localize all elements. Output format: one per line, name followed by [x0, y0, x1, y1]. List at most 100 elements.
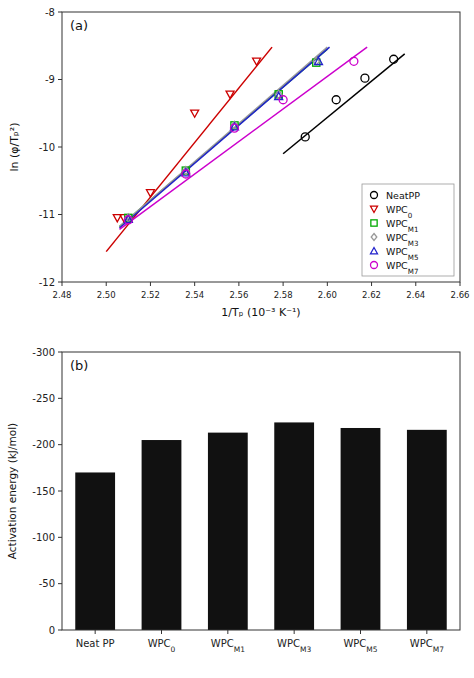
x-tick	[426, 630, 427, 634]
y-tick	[58, 444, 62, 445]
x-tick	[371, 282, 372, 286]
x-tick	[194, 282, 195, 286]
x-axis-label: 1/Tₚ (10⁻³ K⁻¹)	[221, 306, 300, 319]
x-tick-label: WPCM3	[277, 638, 311, 654]
y-tick	[58, 537, 62, 538]
data-point	[253, 58, 261, 65]
x-tick-label: WPCM5	[343, 638, 377, 654]
y-tick-label: -200	[32, 439, 55, 450]
y-tick	[58, 79, 62, 80]
x-tick-label: 2.62	[362, 290, 381, 300]
x-tick-label: WPCM1	[211, 638, 245, 654]
x-tick-label: WPC0	[148, 638, 176, 654]
plot-frame	[62, 352, 460, 630]
y-tick-label: -8	[45, 7, 55, 18]
x-tick-label: 2.48	[53, 290, 72, 300]
y-tick-label: -9	[45, 74, 55, 85]
x-tick	[95, 630, 96, 634]
bar	[274, 422, 314, 630]
data-point	[182, 170, 190, 178]
x-tick-label: 2.50	[97, 290, 116, 300]
x-tick	[161, 630, 162, 634]
x-tick	[150, 282, 151, 286]
data-point	[146, 190, 154, 197]
y-axis-label: Activation energy (kJ/mol)	[6, 423, 18, 559]
x-tick-label: Neat PP	[76, 638, 115, 649]
bar	[75, 472, 115, 630]
y-tick	[58, 583, 62, 584]
y-tick-label: -11	[39, 209, 55, 220]
data-point	[191, 110, 199, 117]
bar	[208, 433, 248, 630]
y-tick-label: -50	[39, 578, 55, 589]
y-tick-label: -100	[32, 532, 55, 543]
legend-label: NeatPP	[386, 190, 420, 201]
x-tick	[415, 282, 416, 286]
figure: 2.482.502.522.542.562.582.602.622.642.66…	[0, 0, 474, 678]
y-tick	[58, 282, 62, 283]
bar	[407, 430, 447, 630]
y-tick-label: -10	[39, 142, 55, 153]
legend-marker	[371, 206, 378, 212]
x-tick	[327, 282, 328, 286]
data-point	[279, 96, 287, 104]
x-tick	[62, 282, 63, 286]
legend-label: WPCM7	[386, 260, 418, 276]
y-tick	[58, 214, 62, 215]
legend: NeatPPWPC0WPCM1WPCM3WPCM5WPCM7	[362, 184, 454, 276]
fit-line	[119, 47, 327, 227]
legend-marker	[371, 234, 377, 241]
data-point	[230, 124, 238, 132]
x-tick-label: 2.52	[141, 290, 160, 300]
panel-title: (b)	[70, 358, 88, 373]
data-point	[350, 57, 358, 65]
x-tick-label: 2.60	[318, 290, 337, 300]
x-tick	[227, 630, 228, 634]
x-tick-label: 2.54	[185, 290, 204, 300]
panel-a: 2.482.502.522.542.562.582.602.622.642.66…	[8, 7, 469, 320]
x-tick	[238, 282, 239, 286]
legend-marker	[371, 192, 378, 199]
x-tick	[460, 282, 461, 286]
fit-line	[106, 47, 272, 252]
legend-box	[362, 184, 454, 276]
x-tick-label: 2.58	[274, 290, 293, 300]
data-point	[390, 55, 398, 63]
x-tick	[283, 282, 284, 286]
panel-b: Neat PP WPC0 WPCM1 WPCM3 WPCM5 WPCM7 -300 -250 -…	[6, 347, 460, 654]
fit-line	[119, 47, 367, 229]
data-point	[301, 133, 309, 141]
data-point	[125, 214, 131, 222]
panel-title: (a)	[70, 18, 88, 33]
bar	[142, 440, 182, 630]
data-point	[314, 57, 322, 64]
x-tick	[294, 630, 295, 634]
x-tick-label: WPCM7	[410, 638, 444, 654]
y-tick-label: 0	[49, 625, 55, 636]
data-point	[361, 74, 369, 82]
plot-frame	[62, 12, 460, 282]
y-tick	[58, 630, 62, 631]
y-tick-label: -250	[32, 393, 55, 404]
y-tick-label: -150	[32, 486, 55, 497]
data-area	[75, 422, 446, 630]
legend-marker	[371, 248, 378, 254]
y-tick	[58, 12, 62, 13]
data-point	[332, 96, 340, 104]
y-tick	[58, 491, 62, 492]
fit-line	[119, 47, 329, 228]
legend-marker	[371, 220, 377, 226]
y-tick-label: -300	[32, 347, 55, 358]
legend-marker	[371, 262, 378, 269]
x-tick	[360, 630, 361, 634]
data-area	[106, 47, 405, 252]
y-tick	[58, 147, 62, 148]
y-axis-label: ln (φ/Tₚ²)	[8, 123, 21, 172]
data-point	[124, 216, 132, 224]
x-tick	[106, 282, 107, 286]
y-tick-label: -12	[39, 277, 55, 288]
x-tick-label: 2.66	[451, 290, 470, 300]
x-tick-label: 2.56	[229, 290, 248, 300]
y-tick	[58, 398, 62, 399]
bar	[341, 428, 381, 630]
